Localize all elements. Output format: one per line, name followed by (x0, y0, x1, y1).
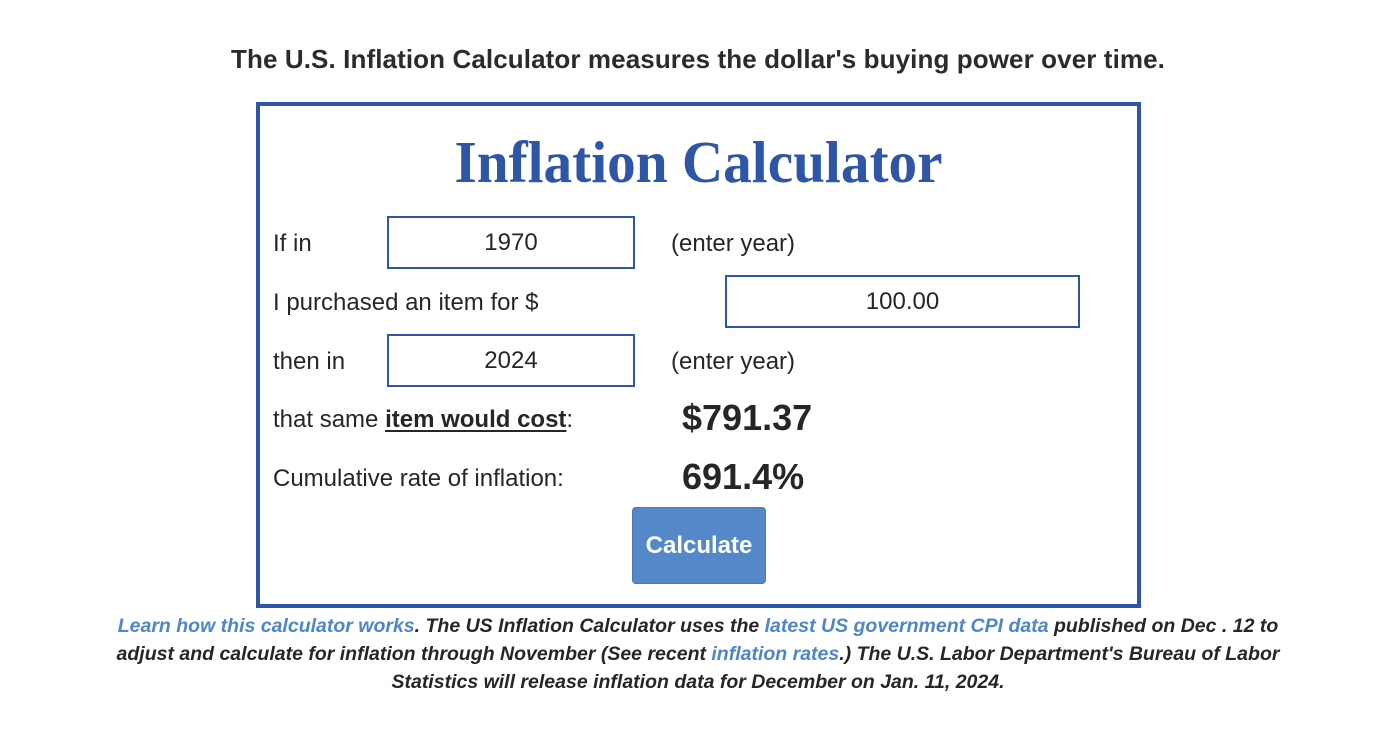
footnote-text-1: . The US Inflation Calculator uses the (414, 615, 765, 637)
cpi-data-link[interactable]: latest US government CPI data (764, 615, 1049, 637)
calculator-title: Inflation Calculator (454, 129, 943, 195)
start-year-hint: (enter year) (671, 230, 796, 257)
start-year-input[interactable] (387, 216, 635, 269)
inflation-rate-value: 691.4% (682, 456, 805, 497)
cost-label-prefix: that same (273, 406, 386, 433)
inflation-rate-label: Cumulative rate of inflation: (273, 465, 564, 492)
footnote-text-2: published on Dec . 12 to adjust and calc… (116, 615, 1279, 665)
learn-how-link[interactable]: Learn how this calculator works (117, 615, 415, 637)
cost-label-emphasis: item would cost (385, 406, 567, 433)
amount-label: I purchased an item for $ (273, 289, 539, 316)
cost-result-value: $791.37 (682, 397, 813, 438)
cost-result-label: that same item would cost: (273, 406, 573, 434)
inflation-rates-link[interactable]: inflation rates (711, 643, 840, 665)
end-year-label: then in (273, 348, 346, 375)
end-year-hint: (enter year) (671, 348, 796, 375)
amount-input[interactable] (725, 275, 1080, 328)
inflation-calculator-panel: Inflation Calculator If in (enter year) … (256, 102, 1141, 608)
calculate-button[interactable]: Calculate (632, 507, 766, 584)
cost-label-suffix: : (566, 406, 574, 433)
footnote-text-3: .) The U.S. Labor Department's Bureau of… (391, 643, 1280, 693)
page-tagline: The U.S. Inflation Calculator measures t… (231, 44, 1165, 74)
start-year-label: If in (273, 230, 312, 257)
end-year-input[interactable] (387, 334, 635, 387)
calculator-footnote: Learn how this calculator works. The US … (90, 612, 1306, 696)
